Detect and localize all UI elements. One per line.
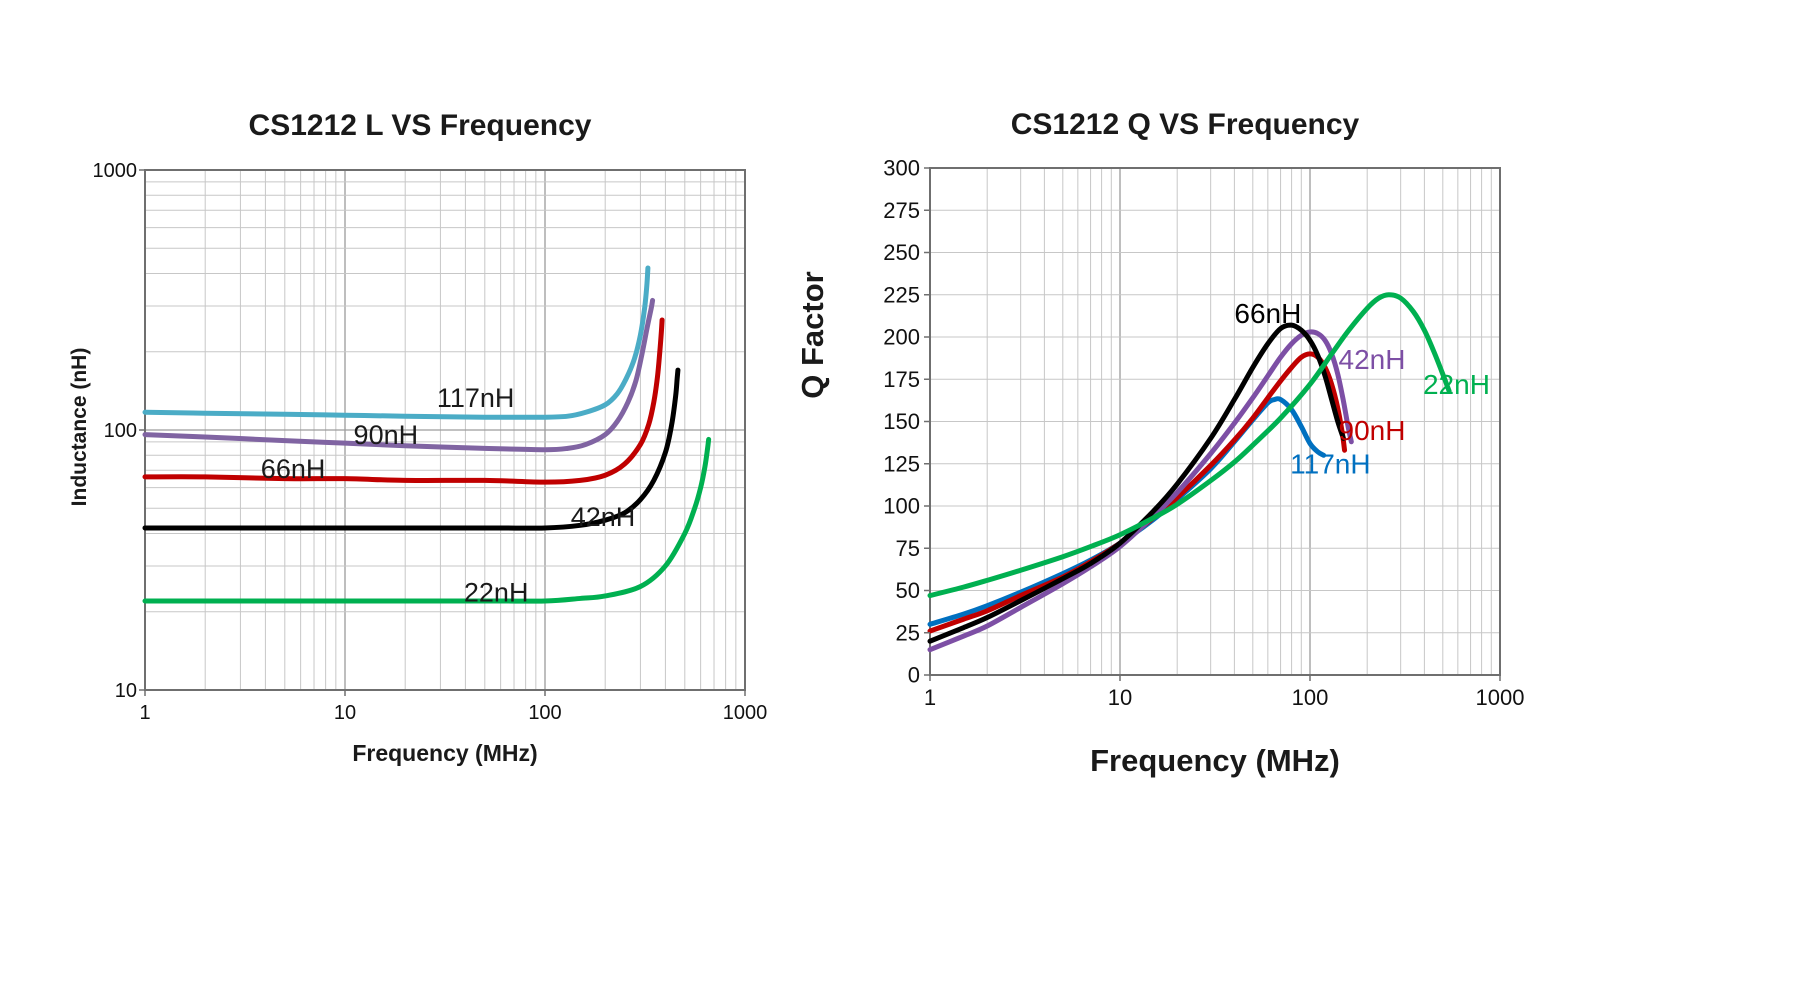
grid: [144, 170, 745, 691]
y-tick-label: 50: [896, 578, 920, 603]
axis-tick-labels: 1 10 100 1000 0 25 50 75 100 125 150 175 200 225 250 27…: [883, 156, 1524, 710]
y-tick-label: 75: [896, 536, 920, 561]
curve-label-22nH: 22nH: [464, 578, 529, 608]
x-tick-label: 100: [1292, 685, 1329, 710]
y-tick-label: 250: [883, 240, 920, 265]
curve-label-66nH: 66nH: [1234, 298, 1301, 329]
y-tick-label: 275: [883, 198, 920, 223]
curve-117nH: [142, 265, 651, 420]
y-tick-label: 125: [883, 451, 920, 476]
q-factor-chart-title: CS1212 Q VS Frequency: [1010, 108, 1360, 141]
y-tick-label: 225: [883, 282, 920, 307]
curve-label-117nH: 117nH: [1290, 449, 1370, 480]
curve-label-90nH: 90nH: [1339, 415, 1406, 446]
x-tick-label: 10: [334, 702, 356, 724]
inductance-x-axis-label: Frequency (MHz): [352, 740, 538, 766]
inductance-chart-title: CS1212 L VS Frequency: [248, 109, 592, 142]
y-tick-label: 300: [883, 156, 920, 181]
x-tick-label: 1000: [723, 702, 768, 724]
y-tick-label: 100: [883, 494, 920, 519]
curve-90nH: [927, 351, 1348, 634]
curve-22nH: [142, 436, 712, 604]
y-tick-label: 175: [883, 367, 920, 392]
q-factor-plot-area: 1 10 100 1000 0 25 50 75 100 125 150 175 200 225 250 27…: [883, 156, 1524, 710]
y-tick-label: 10: [115, 680, 137, 702]
y-tick-label: 1000: [93, 160, 138, 182]
x-tick-label: 1000: [1476, 685, 1525, 710]
curve-66nH: [142, 317, 665, 485]
curve-label-22nH: 22nH: [1423, 369, 1490, 400]
curve-90nH: [142, 297, 656, 453]
y-tick-label: 100: [104, 420, 137, 442]
y-tick-label: 25: [896, 620, 920, 645]
y-tick-label: 150: [883, 409, 920, 434]
y-tick-label: 0: [908, 663, 920, 688]
curve-42nH: [142, 367, 681, 531]
q-factor-chart: CS1212 Q VS Frequency Q Factor 1 10 100 100…: [780, 95, 1590, 865]
curve-66nH: [927, 322, 1346, 644]
q-factor-x-axis-label: Frequency (MHz): [1090, 743, 1340, 778]
curve-22nH: [927, 292, 1452, 599]
curve-label-90nH: 90nH: [354, 420, 419, 450]
x-tick-label: 10: [1108, 685, 1132, 710]
curve-label-66nH: 66nH: [261, 454, 326, 484]
curve-label-117nH: 117nH: [437, 383, 515, 413]
x-tick-label: 1: [139, 702, 150, 724]
x-tick-label: 100: [528, 702, 561, 724]
curve-label-42nH: 42nH: [571, 502, 636, 532]
y-tick-label: 200: [883, 325, 920, 350]
x-tick-label: 1: [924, 685, 936, 710]
curve-label-42nH: 42nH: [1339, 344, 1406, 375]
